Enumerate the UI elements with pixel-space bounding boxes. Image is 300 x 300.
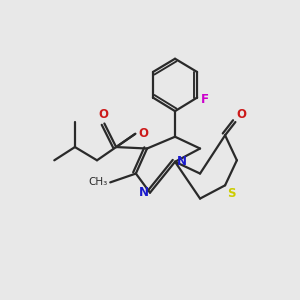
Text: F: F <box>201 93 208 106</box>
Text: CH₃: CH₃ <box>88 177 108 188</box>
Text: S: S <box>227 187 236 200</box>
Text: N: N <box>176 155 187 168</box>
Text: O: O <box>237 108 247 121</box>
Text: O: O <box>98 108 108 121</box>
Text: O: O <box>139 127 149 140</box>
Text: N: N <box>139 186 148 199</box>
